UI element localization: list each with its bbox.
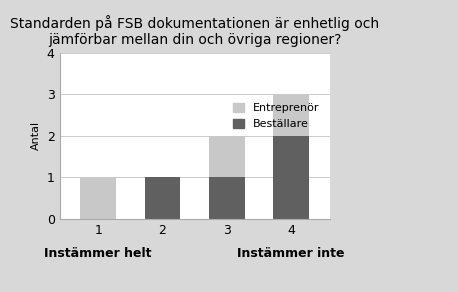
Legend: Entreprenör, Beställare: Entreprenör, Beställare	[229, 98, 324, 133]
Bar	[81, 178, 116, 219]
Bar	[145, 178, 180, 219]
Bar	[273, 136, 309, 219]
Text: Instämmer helt: Instämmer helt	[44, 247, 152, 260]
Bar	[273, 94, 309, 136]
Y-axis label: Antal: Antal	[31, 121, 41, 150]
Bar	[209, 136, 245, 178]
Title: Standarden på FSB dokumentationen är enhetlig och
jämförbar mellan din och övrig: Standarden på FSB dokumentationen är enh…	[10, 15, 379, 47]
Text: Instämmer inte: Instämmer inte	[237, 247, 345, 260]
Bar	[209, 178, 245, 219]
